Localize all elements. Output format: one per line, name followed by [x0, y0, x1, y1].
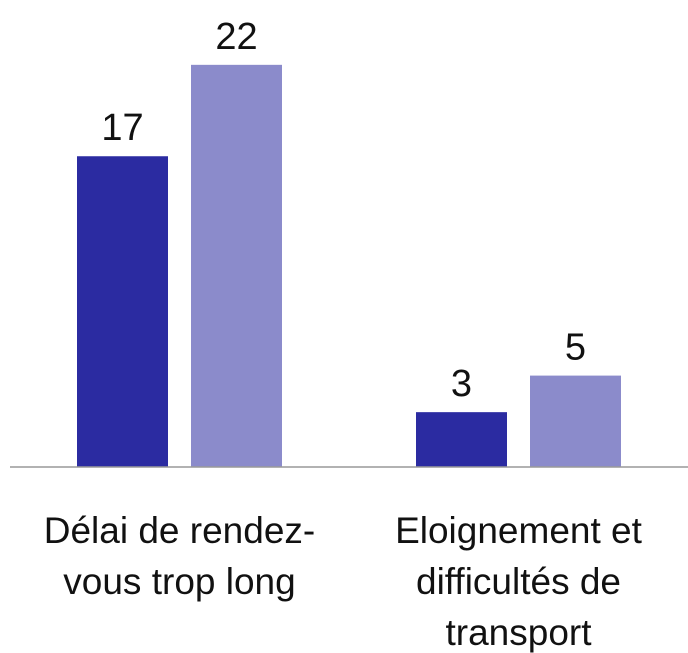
bar	[416, 412, 507, 467]
x-tick-label: Eloignement et difficultés de transport	[395, 510, 642, 653]
value-label: 3	[451, 363, 472, 405]
bar	[530, 375, 621, 467]
bar	[191, 64, 282, 467]
x-tick-label: Délai de rendez-vous trop long	[43, 510, 316, 602]
value-label: 5	[565, 327, 586, 369]
value-label: 17	[101, 107, 143, 149]
value-label: 22	[215, 16, 257, 58]
bar	[77, 156, 168, 468]
